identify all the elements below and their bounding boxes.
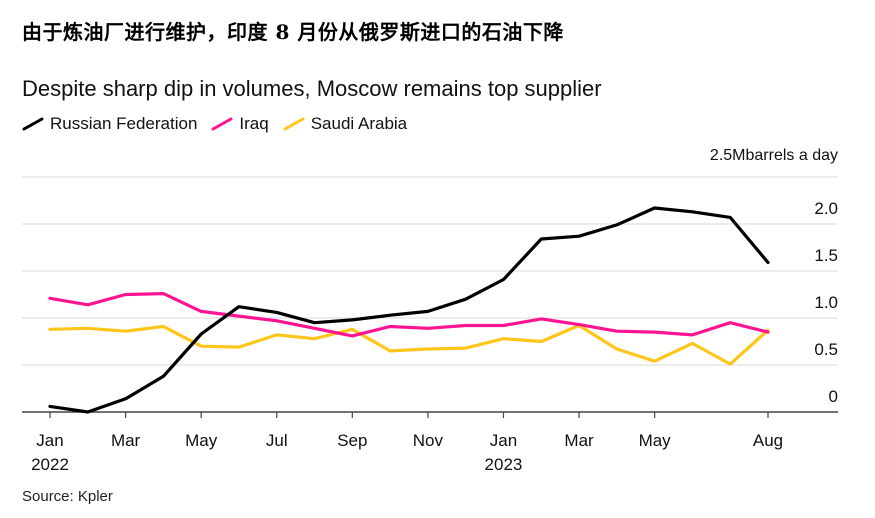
y-tick-label: 1.5 — [814, 246, 838, 265]
legend-item-russia: Russian Federation — [22, 114, 197, 134]
y-tick-label: 2.5 — [710, 147, 732, 164]
x-tick-label: Aug — [753, 431, 783, 450]
legend-swatch-iraq — [211, 117, 233, 131]
legend-label-iraq: Iraq — [239, 114, 269, 133]
y-tick-label: 1.0 — [814, 293, 838, 312]
x-year-label: 2022 — [31, 455, 69, 474]
chart-title: Despite sharp dip in volumes, Moscow rem… — [22, 76, 602, 101]
headline: 由于炼油厂进行维护，印度 8 月份从俄罗斯进口的石油下降 — [22, 20, 564, 44]
legend-item-iraq: Iraq — [211, 114, 269, 134]
x-tick-label: May — [185, 431, 218, 450]
y-tick-label: 0.5 — [814, 340, 838, 359]
x-tick-label: Jan — [490, 431, 517, 450]
x-tick-label: Nov — [413, 431, 444, 450]
legend-swatch-russia — [22, 117, 44, 131]
series-line-iraq — [48, 292, 770, 338]
legend-swatch-saudi-arabia — [283, 117, 305, 131]
x-year-label: 2023 — [485, 455, 523, 474]
series-line-saudi-arabia — [48, 323, 770, 366]
source-note: Source: Kpler — [22, 488, 113, 505]
x-tick-label: Mar — [111, 431, 141, 450]
x-tick-label: Sep — [337, 431, 367, 450]
series-line-russian-federation — [48, 206, 770, 414]
x-tick-label: May — [639, 431, 672, 450]
y-tick-label: 0 — [829, 387, 838, 406]
legend-label-saudi-arabia: Saudi Arabia — [310, 114, 408, 133]
x-tick-label: Jul — [266, 431, 288, 450]
y-tick-label: 2.0 — [814, 199, 838, 218]
legend-label-russia: Russian Federation — [50, 114, 198, 133]
y-axis-unit-label: Mbarrels a day — [732, 147, 838, 164]
x-tick-label: Mar — [564, 431, 594, 450]
y-axis-top-label: 2.5Mbarrels a day — [710, 147, 838, 164]
x-tick-label: Jan — [36, 431, 63, 450]
legend: Russian Federation Iraq Saudi Arabia — [22, 114, 421, 134]
legend-item-saudi-arabia: Saudi Arabia — [283, 114, 407, 134]
